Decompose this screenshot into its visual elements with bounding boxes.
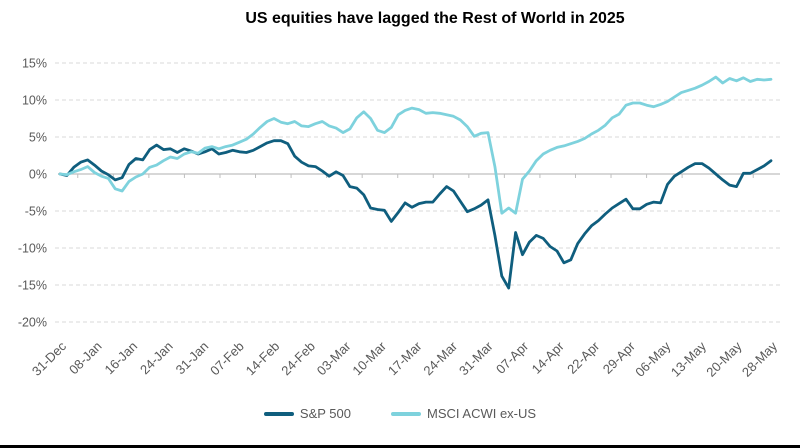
x-axis-label: 07-Apr	[493, 338, 532, 377]
chart-title: US equities have lagged the Rest of Worl…	[245, 10, 625, 27]
y-axis-label: 15%	[22, 57, 47, 71]
y-axis-label: -20%	[18, 316, 47, 330]
x-axis-label: 14-Apr	[529, 338, 568, 377]
x-axis-label: 24-Feb	[278, 339, 318, 379]
legend-swatch-msci-line	[391, 411, 421, 416]
legend-label-msci: MSCI ACWI ex-US	[427, 406, 537, 421]
x-axis-label: 16-Jan	[102, 339, 141, 378]
x-axis-label: 08-Jan	[66, 339, 105, 378]
x-axis-label: 07-Feb	[207, 339, 247, 379]
x-axis-label: 06-May	[632, 338, 674, 380]
bottom-border-rule	[0, 445, 800, 448]
series-line-0	[58, 139, 773, 290]
y-axis-label: -10%	[18, 242, 47, 256]
x-axis-label: 31-Mar	[456, 338, 496, 378]
legend: S&P 500 MSCI ACWI ex-US	[0, 406, 800, 421]
x-axis-label: 31-Dec	[29, 338, 70, 379]
x-axis-label: 20-May	[703, 338, 745, 380]
x-axis-label: 13-May	[668, 338, 710, 380]
x-axis-label: 28-May	[739, 338, 781, 380]
x-axis-label: 31-Jan	[173, 339, 212, 378]
x-axis-label: 24-Mar	[420, 338, 460, 378]
y-axis-label: 0%	[29, 168, 47, 182]
y-axis-label: -15%	[18, 279, 47, 293]
x-axis-label: 10-Mar	[349, 338, 389, 378]
series-line-1	[58, 75, 773, 215]
legend-item-msci-acwi-ex-us: MSCI ACWI ex-US	[391, 406, 536, 421]
y-axis-label: 10%	[22, 94, 47, 108]
x-axis-label: 03-Mar	[314, 338, 354, 378]
y-axis-label: 5%	[29, 131, 47, 145]
x-axis-label: 14-Feb	[243, 339, 283, 379]
legend-label-sp500: S&P 500	[299, 406, 351, 421]
x-axis-label: 24-Jan	[137, 339, 176, 378]
legend-item-sp500: S&P 500	[263, 406, 351, 421]
legend-swatch-sp500-line	[263, 411, 294, 416]
y-axis-label: -5%	[25, 205, 47, 219]
x-axis-label: 22-Apr	[564, 338, 603, 377]
x-axis-label: 17-Mar	[385, 338, 425, 378]
